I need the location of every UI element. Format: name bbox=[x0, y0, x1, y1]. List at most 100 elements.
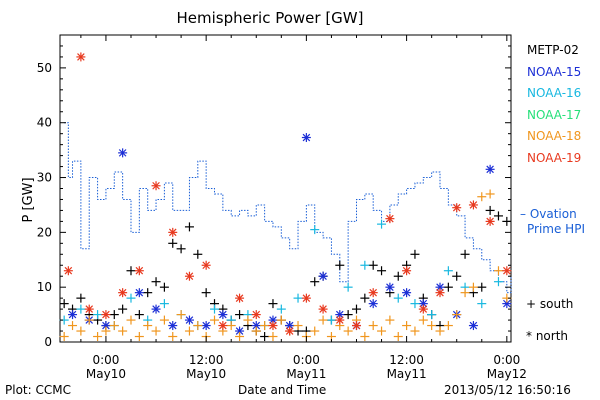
metp-02-point bbox=[477, 282, 487, 292]
noaa-16-point bbox=[310, 225, 320, 235]
noaa-16-point bbox=[360, 260, 370, 270]
chart-title: Hemispheric Power [GW] bbox=[176, 9, 364, 27]
noaa-18-point bbox=[251, 326, 261, 336]
noaa-18-point bbox=[101, 326, 111, 336]
legend-item-noaa-19: NOAA-19 bbox=[527, 150, 582, 165]
noaa-19-point bbox=[118, 288, 128, 298]
noaa-18-point bbox=[243, 315, 253, 325]
noaa-19-point bbox=[76, 52, 86, 62]
noaa-15-point bbox=[402, 288, 412, 298]
noaa-16-point bbox=[159, 299, 169, 309]
metp-02-point bbox=[201, 288, 211, 298]
noaa-18-point bbox=[126, 315, 136, 325]
noaa-19-point bbox=[134, 266, 144, 276]
x-tick-label-date: May10 bbox=[86, 367, 126, 381]
noaa-18-point bbox=[477, 192, 487, 202]
legend-item-noaa-15: NOAA-15 bbox=[527, 64, 582, 79]
noaa-19-point bbox=[168, 227, 178, 237]
x-tick-label-date: May12 bbox=[487, 367, 527, 381]
noaa-18-point bbox=[493, 266, 503, 276]
noaa-18-point bbox=[134, 332, 144, 342]
metp-02-point bbox=[443, 282, 453, 292]
noaa-15-point bbox=[218, 310, 228, 320]
marker-key-south: + south bbox=[526, 297, 574, 311]
noaa-19-point bbox=[84, 304, 94, 314]
ovation-legend-line1: – Ovation bbox=[520, 207, 577, 221]
y-tick-label: 30 bbox=[37, 171, 52, 185]
noaa-18-point bbox=[410, 326, 420, 336]
noaa-15-point bbox=[318, 271, 328, 281]
legend-item-noaa-18: NOAA-18 bbox=[527, 129, 582, 143]
noaa-18-point bbox=[276, 315, 286, 325]
noaa-18-point bbox=[385, 315, 395, 325]
x-tick-labels: 0:00May1012:00May100:00May1112:00May110:… bbox=[80, 35, 527, 381]
noaa-19-point bbox=[268, 321, 278, 331]
noaa-19-point bbox=[452, 203, 462, 213]
metp-02-point bbox=[118, 304, 128, 314]
noaa-19-point bbox=[235, 293, 245, 303]
noaa-15-point bbox=[168, 321, 178, 331]
noaa-15-point bbox=[285, 321, 295, 331]
noaa-18-point bbox=[210, 315, 220, 325]
noaa-19-point bbox=[335, 315, 345, 325]
noaa-16-point bbox=[126, 293, 136, 303]
noaa-19-point bbox=[201, 260, 211, 270]
noaa-18-point bbox=[118, 326, 128, 336]
noaa-19-point bbox=[435, 288, 445, 298]
metp-02-point bbox=[460, 249, 470, 259]
metp-02-point bbox=[151, 277, 161, 287]
y-axis-label: P [GW] bbox=[21, 177, 37, 223]
metp-02-point bbox=[193, 249, 203, 259]
metp-02-point bbox=[235, 310, 245, 320]
noaa-18-point bbox=[68, 321, 78, 331]
x-tick-label-time: 12:00 bbox=[389, 353, 424, 367]
noaa-18-point bbox=[159, 315, 169, 325]
noaa-18-point bbox=[452, 310, 462, 320]
metp-02-point bbox=[452, 271, 462, 281]
ovation-prime-hpi-line bbox=[64, 122, 512, 294]
metp-02-point bbox=[360, 293, 370, 303]
metp-02-point bbox=[109, 310, 119, 320]
series-markers bbox=[59, 52, 512, 342]
noaa-16-point bbox=[427, 310, 437, 320]
noaa-19-point bbox=[63, 266, 73, 276]
noaa-18-point bbox=[418, 315, 428, 325]
noaa-15-point bbox=[134, 288, 144, 298]
noaa-15-point bbox=[184, 315, 194, 325]
legend-item-metp-02: METP-02 bbox=[527, 43, 579, 57]
x-tick-label-time: 0:00 bbox=[493, 353, 520, 367]
noaa-15-point bbox=[235, 326, 245, 336]
noaa-19-point bbox=[151, 181, 161, 191]
metp-02-point bbox=[143, 288, 153, 298]
noaa-15-point bbox=[418, 299, 428, 309]
noaa-18-point bbox=[343, 326, 353, 336]
noaa-18-point bbox=[310, 326, 320, 336]
plot-timestamp: 2013/05/12 16:50:16 bbox=[444, 383, 571, 397]
noaa-19-point bbox=[468, 200, 478, 210]
noaa-15-point bbox=[68, 310, 78, 320]
noaa-16-point bbox=[343, 282, 353, 292]
legend-item-noaa-16: NOAA-16 bbox=[527, 86, 582, 100]
noaa-15-point bbox=[151, 304, 161, 314]
x-tick-label-date: May10 bbox=[186, 367, 226, 381]
noaa-15-point bbox=[118, 148, 128, 158]
noaa-18-point bbox=[168, 332, 178, 342]
noaa-15-point bbox=[201, 321, 211, 331]
noaa-18-point bbox=[226, 321, 236, 331]
metp-02-point bbox=[260, 332, 270, 342]
metp-02-point bbox=[335, 260, 345, 270]
metp-02-point bbox=[493, 211, 503, 221]
noaa-16-point bbox=[293, 293, 303, 303]
noaa-19-point bbox=[184, 271, 194, 281]
metp-02-point bbox=[184, 222, 194, 232]
noaa-19-point bbox=[285, 326, 295, 336]
noaa-18-point bbox=[393, 332, 403, 342]
ovation-legend-line2: Prime HPI bbox=[527, 222, 585, 236]
metp-02-point bbox=[343, 310, 353, 320]
noaa-15-point bbox=[385, 282, 395, 292]
noaa-19-point bbox=[301, 293, 311, 303]
metp-02-point bbox=[393, 271, 403, 281]
noaa-19-point bbox=[485, 216, 495, 226]
noaa-18-point bbox=[360, 332, 370, 342]
noaa-18-point bbox=[193, 321, 203, 331]
